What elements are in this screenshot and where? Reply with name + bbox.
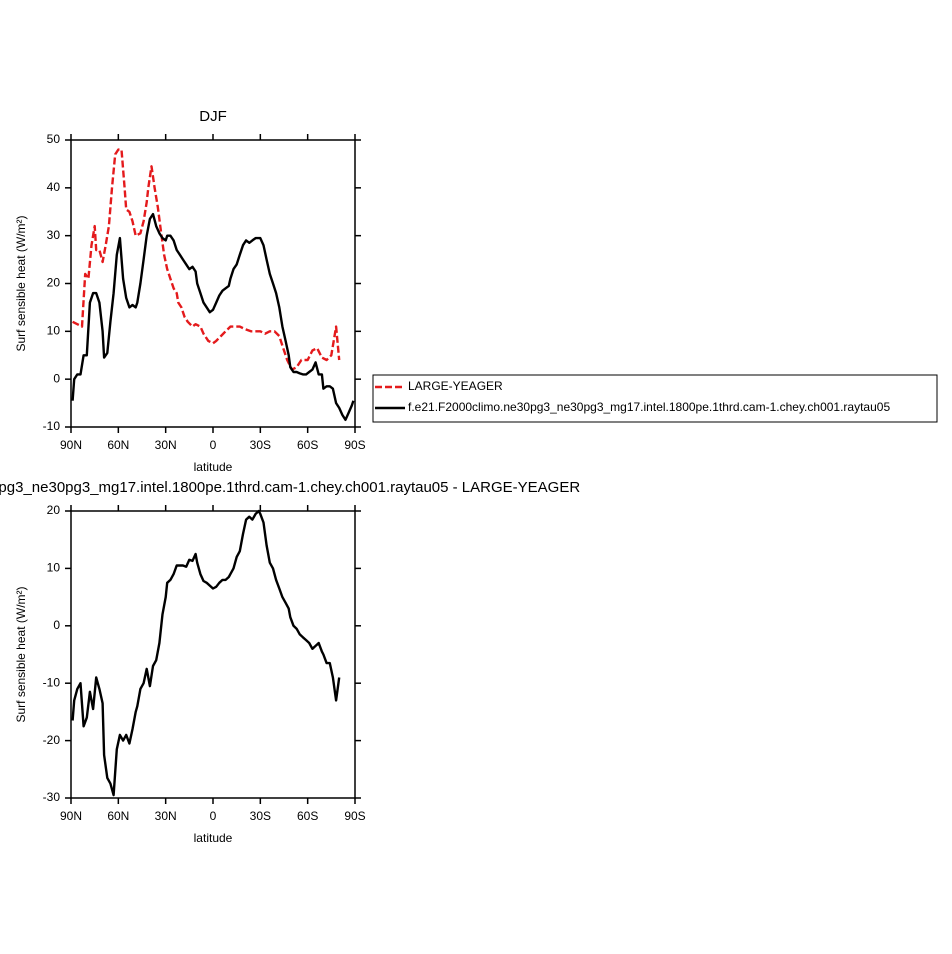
data-line — [71, 509, 341, 797]
plot-frame — [70, 510, 356, 799]
x-tick-label: 90S — [344, 809, 365, 823]
x-axis-label: latitude — [194, 831, 233, 845]
legend-box — [372, 374, 938, 423]
y-tick-label: 30 — [47, 228, 61, 242]
x-tick-label: 0 — [210, 438, 217, 452]
legend-label: f.e21.F2000climo.ne30pg3_ne30pg3_mg17.in… — [408, 400, 890, 414]
y-tick-label: 40 — [47, 180, 61, 194]
y-tick-label: 10 — [47, 324, 61, 338]
x-tick-label: 60S — [297, 809, 318, 823]
data-line — [72, 148, 341, 371]
x-tick-label: 60N — [107, 809, 129, 823]
y-tick-label: -30 — [43, 790, 61, 804]
y-axis-label: Surf sensible heat (W/m²) — [14, 215, 28, 351]
y-tick-label: 20 — [47, 503, 61, 517]
legend-label: LARGE-YEAGER — [408, 379, 503, 393]
y-tick-label: -10 — [43, 675, 61, 689]
y-tick-label: -20 — [43, 733, 61, 747]
x-tick-label: 0 — [210, 809, 217, 823]
chart-title: f.e21.F2000climo.ne30pg3_ne30pg3_mg17.in… — [0, 479, 580, 496]
x-tick-label: 30S — [250, 809, 271, 823]
x-tick-label: 90N — [60, 438, 82, 452]
y-tick-label: 0 — [53, 618, 60, 632]
x-tick-label: 30N — [155, 809, 177, 823]
x-tick-label: 90N — [60, 809, 82, 823]
chart-title: DJF — [199, 108, 227, 125]
x-tick-label: 60S — [297, 438, 318, 452]
y-axis-label: Surf sensible heat (W/m²) — [14, 586, 28, 722]
plot-frame — [70, 139, 356, 428]
data-line — [71, 212, 355, 421]
x-tick-label: 30N — [155, 438, 177, 452]
y-tick-label: 50 — [47, 132, 61, 146]
x-axis-label: latitude — [194, 460, 233, 474]
y-tick-label: 0 — [53, 371, 60, 385]
x-tick-label: 30S — [250, 438, 271, 452]
x-tick-label: 60N — [107, 438, 129, 452]
y-tick-label: 20 — [47, 276, 61, 290]
x-tick-label: 90S — [344, 438, 365, 452]
y-tick-label: 10 — [47, 561, 61, 575]
y-tick-label: -10 — [43, 419, 61, 433]
